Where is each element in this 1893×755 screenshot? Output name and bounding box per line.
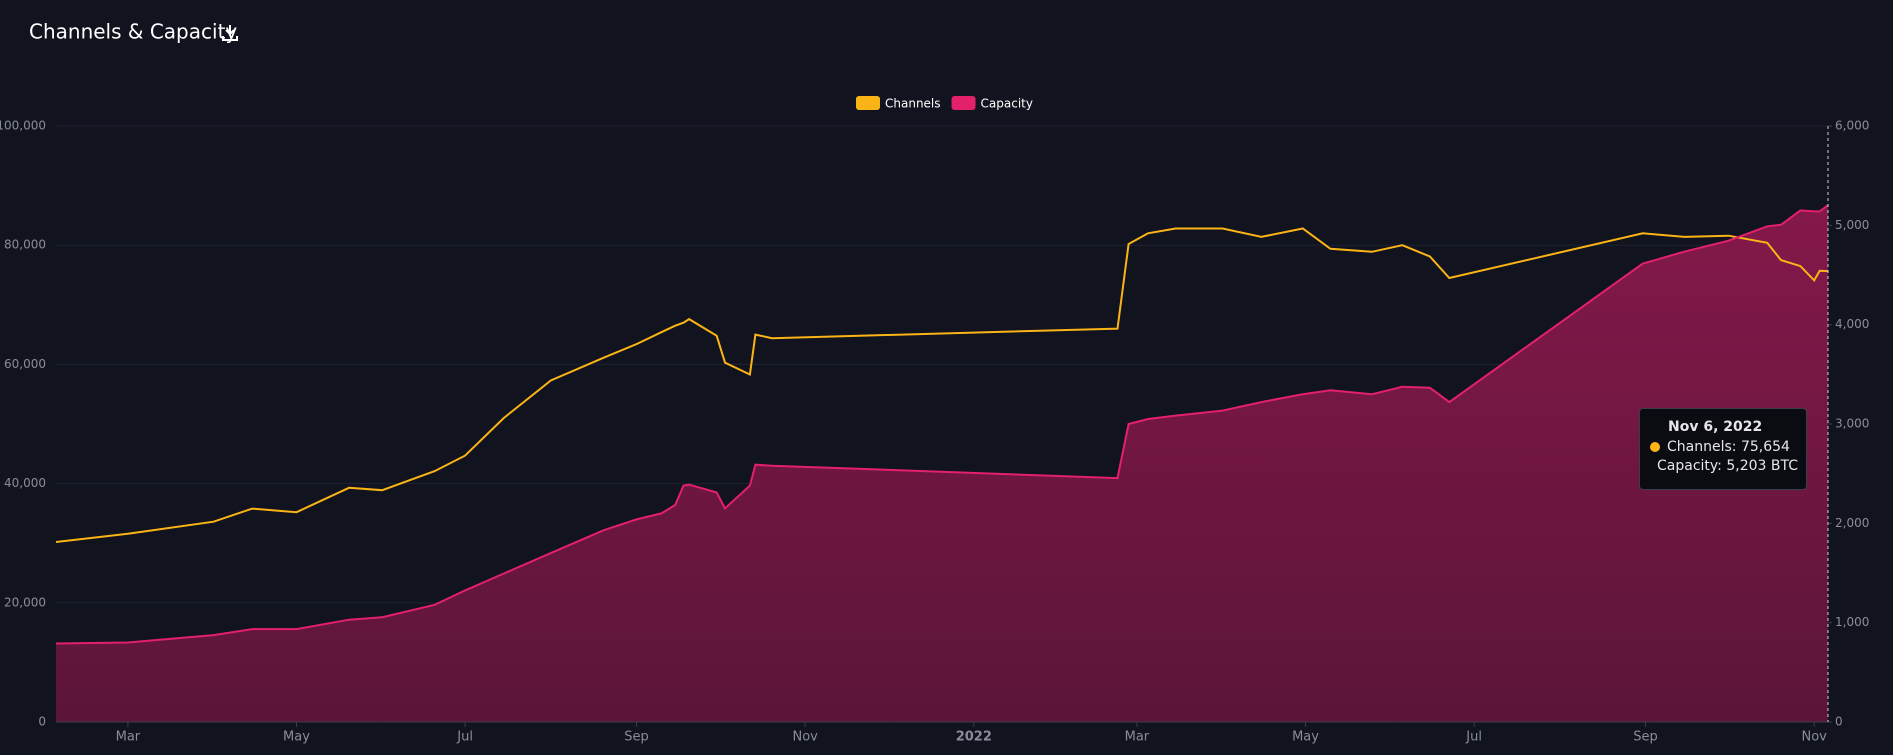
- x-tick-label: Nov: [1801, 730, 1827, 745]
- tooltip-text: Capacity: 5,203 BTC: [1657, 458, 1798, 474]
- y-tick-label: 20,000: [4, 595, 46, 609]
- y-tick-label: 60,000: [4, 357, 46, 371]
- y-tick-label: 40,000: [4, 476, 46, 490]
- tooltip-title: Nov 6, 2022: [1668, 419, 1763, 435]
- x-tick-label: Nov: [792, 730, 818, 745]
- tooltip-row: Capacity: 5,203 BTC: [1650, 458, 1798, 474]
- y2-tick-label: 0: [1835, 715, 1843, 729]
- area: [56, 205, 1828, 722]
- x-tick-label: Sep: [1633, 730, 1658, 745]
- y-tick-label: 80,000: [4, 238, 46, 252]
- download-icon[interactable]: [222, 25, 238, 41]
- tooltip-text: Channels: 75,654: [1667, 439, 1790, 455]
- y-tick-label: 100,000: [0, 119, 46, 133]
- legend-label: Capacity: [981, 97, 1033, 111]
- tooltip-dot: [1650, 442, 1660, 452]
- y2-tick-label: 6,000: [1835, 119, 1869, 133]
- x-tick-label: Jul: [1465, 730, 1482, 745]
- y2-tick-label: 3,000: [1835, 417, 1869, 431]
- line: [55, 227, 1829, 543]
- y2-tick-label: 2,000: [1835, 516, 1869, 530]
- y2-tick-label: 4,000: [1835, 317, 1869, 331]
- series-layer: [55, 204, 1829, 722]
- x-tick-label: May: [1292, 730, 1319, 745]
- tooltip-row: Channels: 75,654: [1650, 439, 1796, 455]
- y2-tick-label: 1,000: [1835, 615, 1869, 629]
- x-tick-label: May: [283, 730, 310, 745]
- y2-tick-label: 5,000: [1835, 218, 1869, 232]
- x-tick-label: Mar: [116, 730, 141, 745]
- legend-swatch: [856, 96, 880, 110]
- legend-label: Channels: [885, 97, 941, 111]
- chart-title: Channels & Capacity: [29, 20, 237, 44]
- legend-swatch: [951, 96, 976, 110]
- x-tick-label: Sep: [624, 730, 649, 745]
- y-tick-label: 0: [38, 715, 46, 729]
- x-tick-label: 2022: [956, 730, 992, 745]
- line: [55, 204, 1829, 645]
- x-tick-label: Mar: [1125, 730, 1150, 745]
- x-tick-label: Jul: [456, 730, 473, 745]
- tooltip: Nov 6, 2022 Channels: 75,654 Capacity: 5…: [1639, 408, 1807, 490]
